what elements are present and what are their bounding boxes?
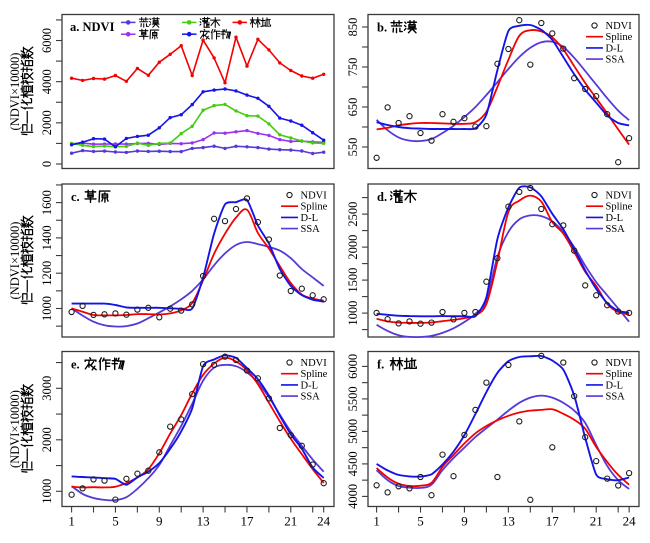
svg-text:D-L: D-L — [606, 213, 624, 224]
svg-text:17: 17 — [240, 514, 254, 529]
svg-text:D-L: D-L — [301, 380, 319, 391]
svg-text:2000: 2000 — [40, 427, 54, 452]
svg-text:D-L: D-L — [606, 43, 624, 54]
svg-text:Spline: Spline — [301, 369, 328, 380]
svg-text:0: 0 — [40, 161, 54, 167]
svg-text:Spline: Spline — [606, 369, 633, 380]
svg-text:1000: 1000 — [346, 301, 360, 326]
svg-text:550: 550 — [346, 138, 360, 157]
svg-text:1: 1 — [373, 514, 380, 529]
svg-text:Spline: Spline — [301, 202, 328, 213]
svg-text:1: 1 — [68, 514, 75, 529]
svg-text:13: 13 — [197, 514, 210, 529]
svg-text:850: 850 — [346, 18, 360, 37]
svg-text:4500: 4500 — [346, 451, 360, 476]
svg-text:5000: 5000 — [346, 419, 360, 444]
svg-text:Spline: Spline — [606, 202, 633, 213]
svg-text:(NDVI×10000): (NDVI×10000) — [8, 53, 22, 131]
svg-text:21: 21 — [284, 514, 297, 529]
svg-text:24: 24 — [623, 514, 637, 529]
svg-text:2000: 2000 — [346, 235, 360, 260]
svg-text:9: 9 — [156, 514, 163, 529]
svg-text:6000: 6000 — [40, 28, 54, 53]
svg-text:e.: e. — [71, 358, 80, 372]
svg-text:4000: 4000 — [40, 69, 54, 94]
svg-text:5500: 5500 — [346, 386, 360, 411]
svg-text:(NDVI×10000): (NDVI×10000) — [8, 222, 22, 300]
svg-text:1500: 1500 — [346, 268, 360, 293]
svg-text:4000: 4000 — [346, 484, 360, 509]
svg-text:2500: 2500 — [346, 202, 360, 227]
svg-text:24: 24 — [317, 514, 331, 529]
svg-text:650: 650 — [346, 98, 360, 117]
svg-text:1000: 1000 — [40, 296, 54, 321]
svg-text:9: 9 — [461, 514, 468, 529]
svg-text:5: 5 — [112, 514, 119, 529]
svg-text:6000: 6000 — [346, 354, 360, 379]
svg-text:(NDVI×10000): (NDVI×10000) — [8, 390, 22, 468]
svg-text:SSA: SSA — [301, 224, 321, 235]
svg-text:SSA: SSA — [606, 55, 626, 66]
svg-text:a. NDVI: a. NDVI — [70, 20, 115, 34]
svg-text:750: 750 — [346, 58, 360, 77]
svg-text:Spline: Spline — [606, 32, 633, 43]
svg-text:NDVI: NDVI — [301, 191, 328, 202]
svg-text:NDVI: NDVI — [606, 21, 633, 32]
svg-text:D-L: D-L — [606, 380, 624, 391]
svg-text:1400: 1400 — [40, 225, 54, 250]
svg-text:21: 21 — [590, 514, 603, 529]
svg-text:NDVI: NDVI — [301, 358, 328, 369]
svg-text:3000: 3000 — [40, 376, 54, 401]
svg-text:f.: f. — [377, 358, 384, 372]
svg-text:c.: c. — [71, 190, 80, 204]
svg-text:1000: 1000 — [40, 479, 54, 504]
svg-text:SSA: SSA — [606, 392, 626, 403]
svg-text:5: 5 — [417, 514, 424, 529]
svg-text:13: 13 — [502, 514, 515, 529]
svg-text:1200: 1200 — [40, 261, 54, 286]
svg-text:D-L: D-L — [301, 213, 319, 224]
svg-text:NDVI: NDVI — [606, 191, 633, 202]
svg-text:b.: b. — [377, 21, 387, 35]
svg-text:17: 17 — [546, 514, 560, 529]
svg-text:d.: d. — [377, 190, 387, 204]
svg-text:SSA: SSA — [606, 224, 626, 235]
svg-text:NDVI: NDVI — [606, 358, 633, 369]
svg-text:SSA: SSA — [301, 392, 321, 403]
svg-text:2000: 2000 — [40, 110, 54, 135]
svg-text:1600: 1600 — [40, 190, 54, 215]
